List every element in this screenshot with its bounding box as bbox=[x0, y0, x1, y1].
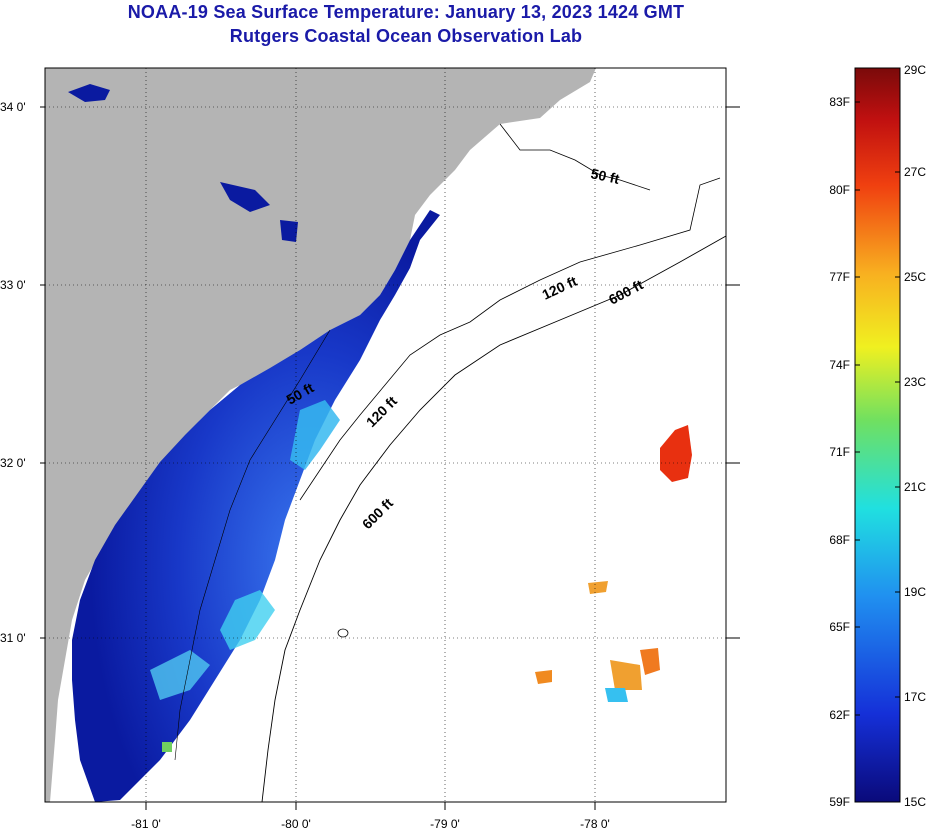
contour-600ft bbox=[261, 235, 726, 802]
colorbar-f-label: 74F bbox=[829, 358, 850, 372]
colorbar-f-label: 80F bbox=[829, 183, 850, 197]
warm-water-patch bbox=[588, 581, 608, 594]
colorbar-f-label: 65F bbox=[829, 620, 850, 634]
colorbar-c-label: 17C bbox=[904, 690, 926, 704]
lon-label: -78 0' bbox=[580, 817, 610, 831]
cool-water-patch bbox=[150, 650, 210, 700]
land-mass bbox=[45, 68, 596, 802]
cold-water-band bbox=[72, 210, 440, 802]
cool-water-patch bbox=[290, 400, 340, 470]
colorbar-c-label: 29C bbox=[904, 63, 926, 77]
colorbar-f-label: 59F bbox=[829, 795, 850, 809]
colorbar-c-label: 19C bbox=[904, 585, 926, 599]
colorbar-c-label: 23C bbox=[904, 375, 926, 389]
colorbar-c-label: 27C bbox=[904, 165, 926, 179]
warm-water-patch bbox=[535, 670, 552, 684]
colorbar bbox=[854, 67, 901, 803]
colorbar-f-label: 83F bbox=[829, 95, 850, 109]
contour-120ft bbox=[299, 177, 721, 501]
colorbar-f-label: 77F bbox=[829, 270, 850, 284]
inland-lake bbox=[68, 84, 110, 102]
lon-label: -80 0' bbox=[281, 817, 311, 831]
colorbar-f-label: 68F bbox=[829, 533, 850, 547]
contour-shelf-coast bbox=[174, 329, 331, 761]
contour-label: 50 ft bbox=[589, 165, 621, 187]
lon-label: -79 0' bbox=[430, 817, 460, 831]
lat-label: 34 0' bbox=[0, 100, 26, 114]
inland-lake bbox=[280, 220, 298, 242]
lat-label: 31 0' bbox=[0, 631, 26, 645]
colorbar-c-label: 25C bbox=[904, 270, 926, 284]
colorbar-c-label: 15C bbox=[904, 795, 926, 809]
colorbar-f-label: 62F bbox=[829, 708, 850, 722]
warm-water-patch bbox=[660, 425, 692, 482]
warm-water-patch bbox=[162, 742, 172, 752]
cool-water-patch bbox=[220, 590, 275, 650]
seamount-contour bbox=[337, 628, 349, 638]
chart-subtitle: Rutgers Coastal Ocean Observation Lab bbox=[229, 26, 583, 46]
chart-title: NOAA-19 Sea Surface Temperature: January… bbox=[127, 2, 685, 22]
lon-label: -81 0' bbox=[131, 817, 161, 831]
inland-lake bbox=[220, 182, 270, 212]
contour-50ft-offshore bbox=[499, 123, 651, 191]
warm-water-patch bbox=[610, 660, 642, 690]
colorbar-c-label: 21C bbox=[904, 480, 926, 494]
warm-water-patch bbox=[640, 648, 660, 675]
lat-label: 33 0' bbox=[0, 278, 26, 292]
warm-water-patch bbox=[605, 688, 628, 702]
colorbar-f-label: 71F bbox=[829, 445, 850, 459]
lat-label: 32 0' bbox=[0, 456, 26, 470]
